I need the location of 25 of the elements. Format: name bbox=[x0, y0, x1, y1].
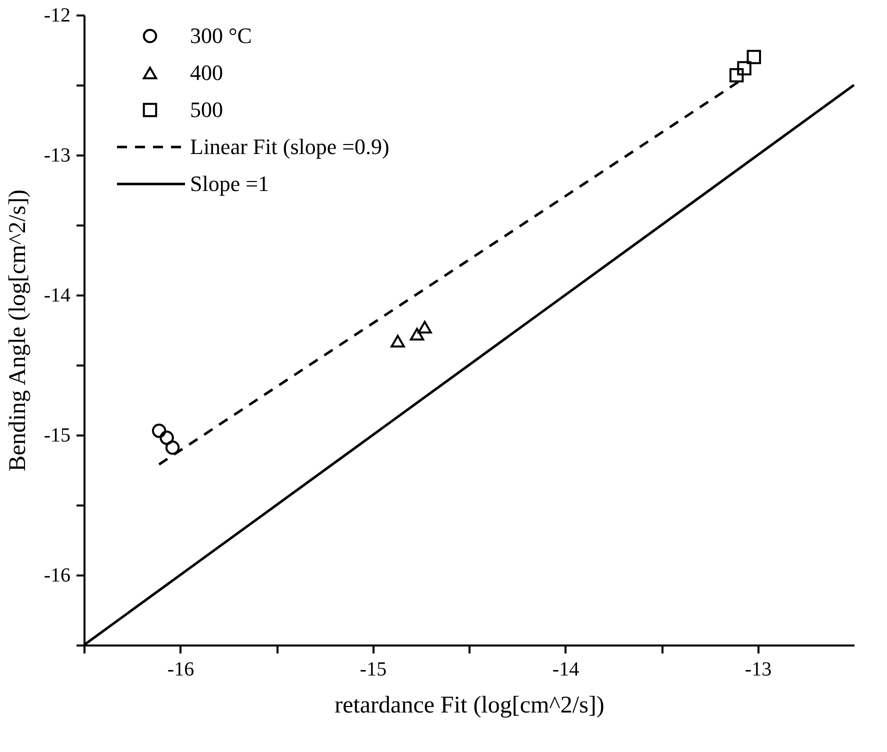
point bbox=[418, 320, 432, 334]
y-tick-label: -13 bbox=[44, 144, 70, 166]
point bbox=[746, 50, 762, 64]
x-axis-title: retardance Fit (log[cm^2/s]) bbox=[334, 692, 604, 718]
y-tick-label: -15 bbox=[44, 424, 70, 446]
legend-label: 500 bbox=[190, 97, 223, 122]
y-tick-label: -16 bbox=[44, 564, 70, 586]
y-tick-label: -12 bbox=[44, 4, 70, 26]
legend-label: 300 °C bbox=[190, 23, 252, 48]
x-tick-label: -14 bbox=[552, 658, 580, 680]
point bbox=[165, 440, 180, 455]
y-tick-label: -14 bbox=[44, 284, 70, 306]
x-tick-label: -16 bbox=[167, 658, 194, 680]
point bbox=[410, 328, 424, 341]
legend-label: 400 bbox=[190, 60, 223, 85]
x-tick-label: -15 bbox=[360, 658, 387, 680]
x-tick-label: -13 bbox=[744, 658, 772, 680]
legend-label: Linear Fit (slope =0.9) bbox=[190, 134, 390, 159]
point bbox=[737, 61, 752, 76]
point bbox=[160, 430, 174, 445]
point bbox=[729, 68, 744, 82]
legend-label: Slope =1 bbox=[190, 171, 270, 196]
point bbox=[152, 424, 166, 438]
point bbox=[390, 334, 405, 348]
y-axis-title: Bending Angle (log[cm^2/s]) bbox=[4, 190, 31, 472]
